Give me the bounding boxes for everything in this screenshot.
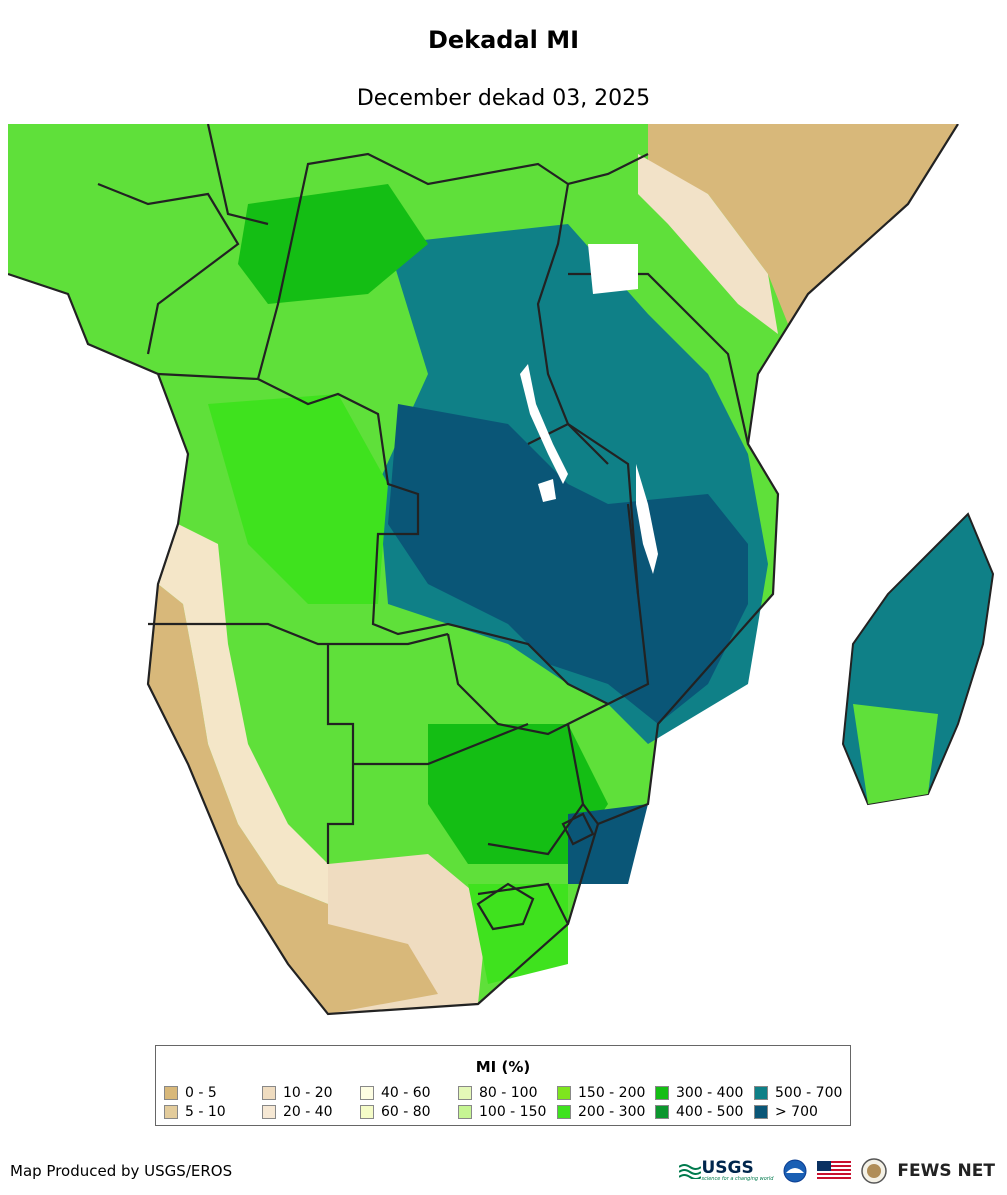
- legend-swatch: [754, 1105, 768, 1119]
- eswatini-border: [561, 812, 595, 846]
- legend-item: 100 - 150: [458, 1104, 546, 1120]
- state-dept-seal-icon: [861, 1158, 888, 1184]
- legend-swatch: [164, 1105, 178, 1119]
- horn-desert: [648, 124, 958, 324]
- legend-swatch: [754, 1086, 768, 1100]
- legend-item: 400 - 500: [655, 1104, 743, 1120]
- southern-africa-mi-map: [8, 124, 995, 1016]
- legend-title: MI (%): [475, 1058, 531, 1076]
- legend-item: 20 - 40: [262, 1104, 333, 1120]
- fews-net-logo: FEWS NET: [897, 1161, 995, 1181]
- lake-victoria: [588, 244, 638, 294]
- legend-item: 10 - 20: [262, 1085, 333, 1101]
- namibia-desert: [148, 584, 328, 1014]
- legend-item: 200 - 300: [557, 1104, 645, 1120]
- lesotho-border: [476, 882, 535, 931]
- legend-item: 150 - 200: [557, 1085, 645, 1101]
- legend-swatch: [262, 1086, 276, 1100]
- legend-item: 300 - 400: [655, 1085, 743, 1101]
- legend-swatch: [458, 1105, 472, 1119]
- map-title: Dekadal MI: [427, 26, 580, 54]
- wet-core-navy: [388, 404, 748, 724]
- legend-swatch: [360, 1086, 374, 1100]
- map-subtitle: December dekad 03, 2025: [356, 86, 651, 111]
- legend-item: 0 - 5: [164, 1085, 217, 1101]
- map-legend: MI (%) 0 - 5 5 - 10 10 - 20 20 - 40 40 -…: [155, 1045, 851, 1126]
- legend-swatch: [557, 1086, 571, 1100]
- legend-item: 5 - 10: [164, 1104, 226, 1120]
- legend-swatch: [262, 1105, 276, 1119]
- legend-swatch: [655, 1086, 669, 1100]
- legend-item: 40 - 60: [360, 1085, 431, 1101]
- usgs-wave-icon: [679, 1164, 702, 1179]
- logo-bar: USGS science for a changing world FEWS N…: [679, 1156, 995, 1186]
- legend-item: 60 - 80: [360, 1104, 431, 1120]
- legend-swatch: [458, 1086, 472, 1100]
- legend-swatch: [360, 1105, 374, 1119]
- legend-swatch: [164, 1086, 178, 1100]
- legend-item: > 700: [754, 1104, 818, 1120]
- legend-item: 80 - 100: [458, 1085, 538, 1101]
- lake-malawi: [636, 464, 658, 574]
- usgs-logo: USGS science for a changing world: [679, 1160, 773, 1182]
- noaa-logo-icon: [783, 1159, 807, 1183]
- lake-mweru: [538, 479, 556, 502]
- legend-swatch: [557, 1105, 571, 1119]
- legend-swatch: [655, 1105, 669, 1119]
- us-flag-icon: [817, 1161, 852, 1181]
- map-credit: Map Produced by USGS/EROS: [10, 1162, 233, 1180]
- lake-tanganyika: [520, 364, 568, 484]
- legend-item: 500 - 700: [754, 1085, 842, 1101]
